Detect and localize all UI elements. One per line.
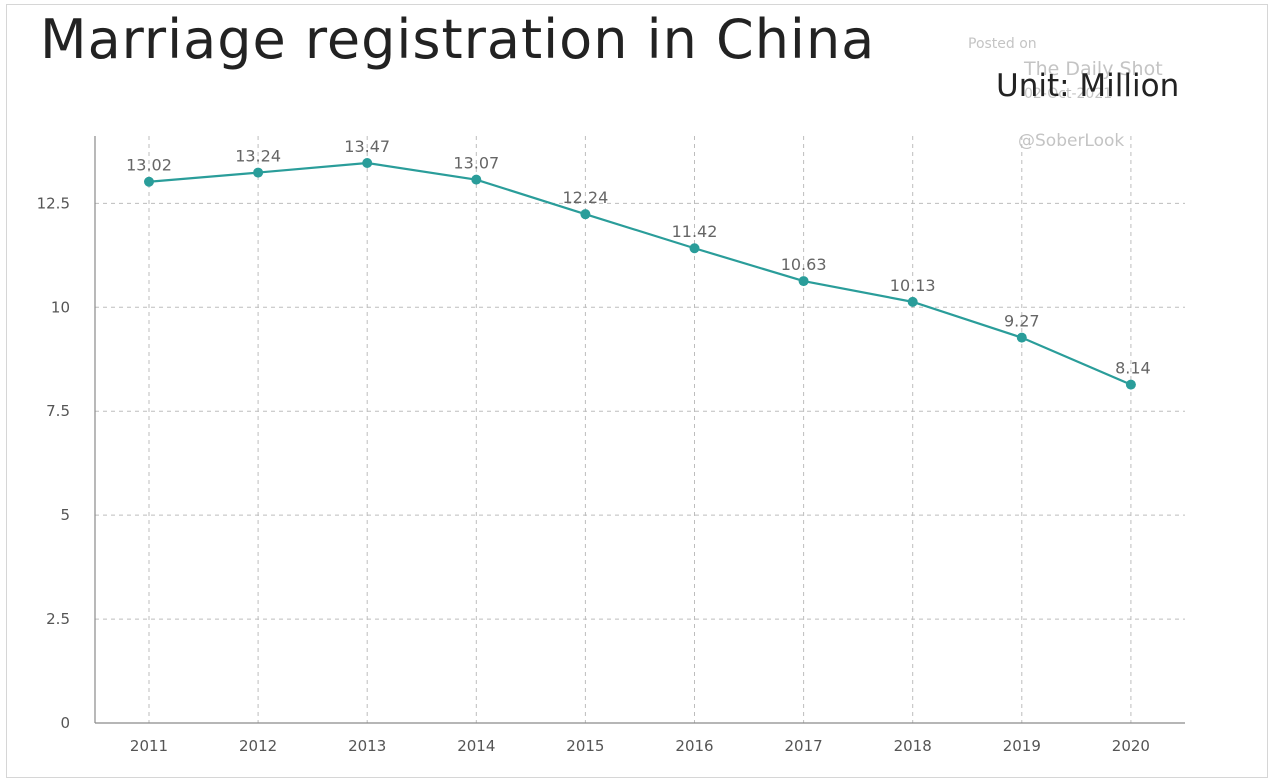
x-tick-label: 2015: [566, 737, 604, 755]
x-tick-label: 2014: [457, 737, 495, 755]
x-tick-label: 2017: [785, 737, 823, 755]
data-point: [689, 243, 700, 254]
data-point: [580, 209, 591, 220]
watermark-handle: @SoberLook: [1018, 131, 1125, 151]
x-tick-label: 2016: [675, 737, 713, 755]
data-point: [471, 174, 482, 185]
series-line: [148, 161, 1132, 386]
y-tick-label: 2.5: [46, 610, 70, 628]
data-label: 13.02: [126, 156, 172, 175]
chart-title: Marriage registration in China: [40, 8, 876, 71]
watermark-posted: Posted on: [968, 36, 1037, 52]
x-tick-label: 2018: [894, 737, 932, 755]
data-point: [144, 176, 154, 187]
x-tick-label: 2019: [1003, 737, 1041, 755]
data-point: [907, 296, 918, 307]
y-tick-label: 10: [51, 298, 70, 316]
y-tick-label: 7.5: [46, 402, 70, 420]
data-point: [362, 158, 373, 169]
y-tick-label: 12.5: [37, 194, 70, 212]
data-label: 10.63: [781, 255, 827, 274]
data-label: 12.24: [562, 188, 608, 207]
chart-unit-subtitle: Unit: Million: [996, 68, 1180, 104]
chart-frame: [6, 4, 1268, 778]
data-label: 10.13: [890, 276, 936, 295]
data-point: [1016, 332, 1027, 343]
data-label: 9.27: [1004, 312, 1040, 331]
x-tick-label: 2020: [1112, 737, 1150, 755]
data-label: 8.14: [1115, 359, 1151, 378]
watermark-source: The Daily Shot: [1024, 58, 1163, 80]
data-label: 13.07: [453, 154, 499, 173]
y-tick-label: 0: [60, 714, 70, 732]
x-tick-label: 2011: [130, 737, 168, 755]
data-label: 13.47: [344, 137, 390, 156]
data-point: [253, 167, 264, 178]
data-label: 13.24: [235, 147, 281, 166]
x-tick-label: 2012: [239, 737, 277, 755]
x-tick-label: 2013: [348, 737, 386, 755]
data-point: [798, 276, 809, 287]
y-tick-label: 5: [60, 506, 70, 524]
watermark-date: 02-Oct-2021: [1024, 86, 1113, 102]
data-point: [1125, 379, 1136, 390]
data-label: 11.42: [672, 222, 718, 241]
